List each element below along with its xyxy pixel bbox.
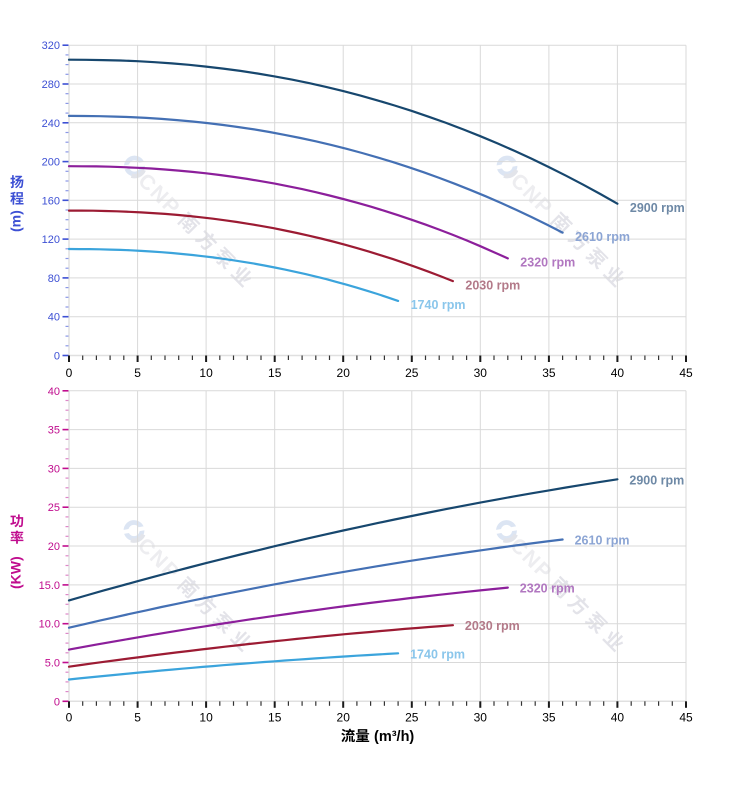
svg-text:(m³/h): (m³/h) — [374, 729, 414, 745]
svg-text:2610 rpm: 2610 rpm — [575, 534, 630, 548]
svg-text:5: 5 — [134, 711, 141, 725]
svg-text:80: 80 — [48, 273, 60, 285]
svg-text:35: 35 — [542, 366, 556, 380]
svg-text:40: 40 — [611, 366, 625, 380]
svg-text:45: 45 — [679, 366, 693, 380]
svg-text:20: 20 — [48, 541, 60, 553]
svg-text:40: 40 — [611, 711, 625, 725]
svg-text:20: 20 — [337, 711, 351, 725]
svg-text:10: 10 — [199, 711, 213, 725]
svg-text:40: 40 — [48, 386, 60, 398]
svg-text:2030 rpm: 2030 rpm — [465, 619, 520, 633]
svg-text:1740 rpm: 1740 rpm — [411, 298, 466, 312]
svg-text:2320 rpm: 2320 rpm — [520, 582, 575, 596]
svg-text:160: 160 — [42, 195, 60, 207]
svg-text:40: 40 — [48, 312, 60, 324]
svg-text:15: 15 — [268, 711, 282, 725]
svg-text:15.0: 15.0 — [39, 580, 60, 592]
svg-text:1740 rpm: 1740 rpm — [410, 647, 465, 661]
svg-text:25: 25 — [405, 366, 419, 380]
svg-text:45: 45 — [679, 711, 693, 725]
svg-text:10.0: 10.0 — [39, 619, 60, 631]
svg-text:320: 320 — [42, 40, 60, 52]
svg-text:0: 0 — [54, 696, 60, 708]
svg-text:2030 rpm: 2030 rpm — [465, 278, 520, 292]
svg-text:10: 10 — [199, 366, 213, 380]
svg-text:35: 35 — [542, 711, 556, 725]
svg-text:30: 30 — [474, 711, 488, 725]
svg-text:25: 25 — [48, 502, 60, 514]
svg-text:200: 200 — [42, 157, 60, 169]
svg-text:(m): (m) — [8, 210, 24, 232]
svg-text:30: 30 — [48, 463, 60, 475]
svg-text:30: 30 — [474, 366, 488, 380]
svg-text:120: 120 — [42, 234, 60, 246]
svg-text:2320 rpm: 2320 rpm — [520, 256, 575, 270]
svg-text:20: 20 — [337, 366, 351, 380]
svg-text:5: 5 — [134, 366, 141, 380]
svg-text:2610 rpm: 2610 rpm — [575, 230, 630, 244]
svg-text:2900 rpm: 2900 rpm — [630, 201, 685, 215]
svg-text:0: 0 — [54, 351, 60, 363]
svg-text:280: 280 — [42, 79, 60, 91]
svg-text:35: 35 — [48, 425, 60, 437]
svg-text:240: 240 — [42, 118, 60, 130]
svg-text:2900 rpm: 2900 rpm — [629, 473, 684, 487]
svg-text:(KW): (KW) — [8, 556, 24, 589]
svg-text:5.0: 5.0 — [45, 658, 60, 670]
svg-text:25: 25 — [405, 711, 419, 725]
svg-text:0: 0 — [66, 711, 73, 725]
svg-text:0: 0 — [66, 366, 73, 380]
svg-text:15: 15 — [268, 366, 282, 380]
